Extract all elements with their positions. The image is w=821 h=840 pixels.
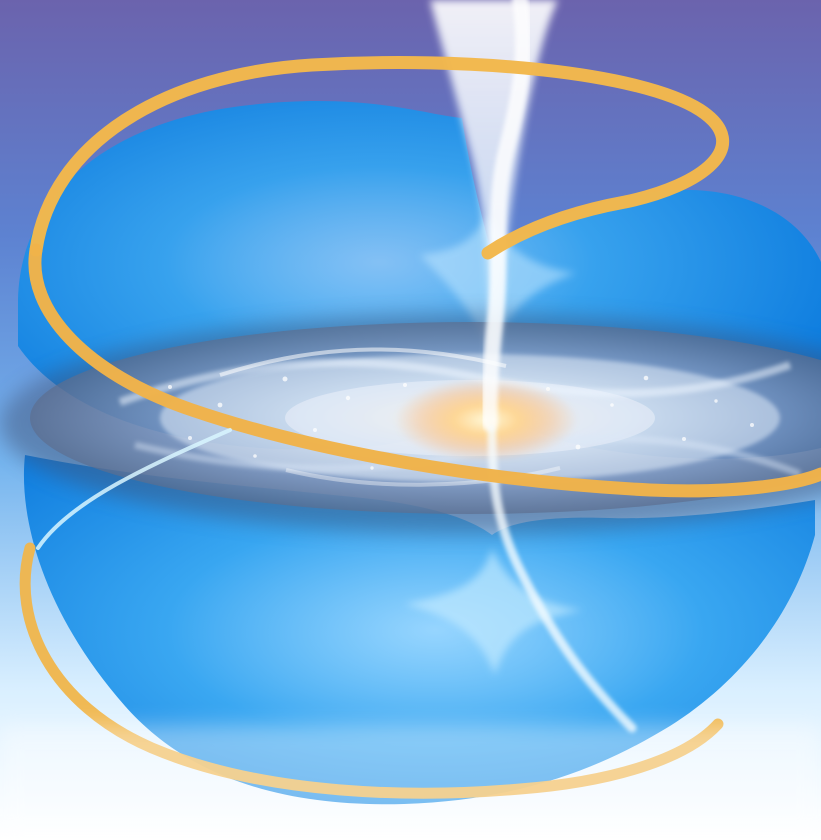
front-helical-ring — [28, 243, 821, 498]
disk-starfield — [168, 375, 754, 470]
lower-inner-ring — [36, 428, 232, 550]
upper-helical-ring — [29, 56, 730, 260]
lower-cone-highlight — [404, 548, 583, 675]
bottom-haze — [0, 725, 821, 840]
